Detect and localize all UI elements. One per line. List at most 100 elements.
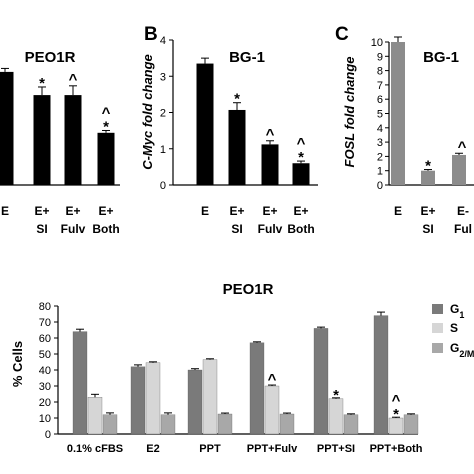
panel-d-y-tick-label: 60 xyxy=(39,333,51,345)
panel-d-bar xyxy=(87,397,103,435)
panel-a-title: PEO1R xyxy=(25,49,76,66)
panel-d-bar xyxy=(343,414,359,435)
panel-c-tick-label: E xyxy=(394,204,402,218)
panel-d-y-tick-label: 50 xyxy=(39,349,51,361)
panel-d-tick-label: 0.1% cFBS xyxy=(67,443,123,455)
panel-c-y-tick-label: 7 xyxy=(377,80,383,92)
panel-d-legend-label: G2/M xyxy=(450,341,474,359)
panel-c-y-tick-label: 3 xyxy=(377,137,383,149)
panel-d-bar xyxy=(264,385,280,435)
panel-d-y-tick-label: 10 xyxy=(39,413,51,425)
panel-d-y-tick-label: 20 xyxy=(39,397,51,409)
panel-d-bar xyxy=(328,398,344,435)
panel-d-bar xyxy=(249,342,265,435)
panel-a-tick-label: E+ xyxy=(34,204,49,218)
panel-a-mark-star: * xyxy=(103,118,109,135)
panel-d-tick-label: PPT+Both xyxy=(370,443,423,455)
panel-d-tick-label: PPT+SI xyxy=(317,443,355,455)
panel-c-y-tick-label: 5 xyxy=(377,109,383,121)
panel-b-y-tick-label: 4 xyxy=(160,35,166,47)
panel-a-tick-label: E xyxy=(1,204,9,218)
panel-b-bar xyxy=(228,109,246,185)
panel-b-tick-label: SI xyxy=(231,222,242,236)
panel-d-mark-caret: ^ xyxy=(268,371,277,388)
panel-b-tick-label: E+ xyxy=(229,204,244,218)
panel-b-y-tick-label: 2 xyxy=(160,108,166,120)
panel-c-y-tick-label: 6 xyxy=(377,94,383,106)
panel-d-bar xyxy=(313,328,329,435)
panel-b-y-tick-label: 1 xyxy=(160,144,166,156)
panel-c-bar xyxy=(421,170,435,185)
panel-d-mark-caret: ^ xyxy=(392,392,401,409)
panel-c-tick-label: E+ xyxy=(420,204,435,218)
panel-c-y-tick-label: 8 xyxy=(377,66,383,78)
panel-c-y-tick-label: 10 xyxy=(371,37,383,49)
panel-d-y-tick-label: 0 xyxy=(45,429,51,441)
panel-d-tick-label: PPT+Fulv xyxy=(247,443,298,455)
panel-b-bar xyxy=(196,63,214,185)
panel-d-mark-star: * xyxy=(393,406,399,423)
panel-d-legend-subscript: 2/M xyxy=(459,349,474,359)
panel-a-bar xyxy=(33,95,51,185)
panel-d-y-tick-label: 40 xyxy=(39,365,51,377)
panel-b-bar xyxy=(261,144,279,185)
panel-a-bar xyxy=(0,71,14,185)
panel-b-mark-caret: ^ xyxy=(297,135,306,152)
panel-b-ylabel: C-Myc fold change xyxy=(140,54,155,170)
panel-c-mark-caret: ^ xyxy=(458,138,467,155)
panel-c-y-tick-label: 0 xyxy=(377,180,383,192)
panel-d-bar xyxy=(102,414,118,435)
panel-d: PEO1R % Cells 0 10 20 30 40 50 60 70 80 0.1% cFB… xyxy=(10,281,474,455)
panel-a-mark-star: * xyxy=(39,75,45,92)
panel-b-mark-star: * xyxy=(234,91,240,108)
panel-b-mark-star: * xyxy=(298,149,304,166)
panel-b-tick-label: E xyxy=(201,204,209,218)
panel-b-title: BG-1 xyxy=(229,49,265,66)
panel-d-y-tick-label: 70 xyxy=(39,317,51,329)
panel-b: B BG-1 C-Myc fold change 0 1 2 3 4 E * E+ SI ^ E+… xyxy=(140,24,318,236)
panel-c-bar xyxy=(452,154,466,185)
panel-b-tick-label: E+ xyxy=(293,204,308,218)
panel-a-bar xyxy=(64,95,82,185)
panel-b-bar xyxy=(292,163,310,185)
panel-c-letter: C xyxy=(335,24,349,45)
panel-c: C BG-1 FOSL fold change 0 1 2 3 4 5 6 7 8 9 10 E * E… xyxy=(335,24,474,236)
panel-c-tick-label: SI xyxy=(422,222,433,236)
panel-c-title: BG-1 xyxy=(423,49,459,66)
panel-c-bar xyxy=(391,42,405,185)
panel-c-y-tick-label: 9 xyxy=(377,51,383,63)
panel-d-bar xyxy=(130,366,146,435)
panel-d-tick-label: PPT xyxy=(199,443,221,455)
panel-d-bar xyxy=(160,414,176,435)
panel-c-tick-label: Ful xyxy=(454,222,472,236)
panel-d-legend-swatch xyxy=(432,304,443,314)
panel-d-bar xyxy=(279,413,295,435)
panel-c-y-tick-label: 1 xyxy=(377,166,383,178)
panel-c-y-tick-label: 4 xyxy=(377,123,383,135)
panel-b-y-tick-label: 0 xyxy=(160,180,166,192)
panel-c-y-tick-label: 2 xyxy=(377,151,383,163)
panel-d-legend-label: S xyxy=(450,321,458,335)
panel-d-bar xyxy=(403,414,419,435)
panel-d-tick-label: E2 xyxy=(146,443,159,455)
panel-a-tick-label: Fulv xyxy=(61,222,86,236)
panel-d-legend-label: G1 xyxy=(450,302,464,320)
panel-b-tick-label: Both xyxy=(287,222,314,236)
panel-d-bar xyxy=(202,359,218,435)
panel-d-y-tick-label: 30 xyxy=(39,381,51,393)
panel-a-tick-label: E+ xyxy=(98,204,113,218)
panel-b-tick-label: E+ xyxy=(262,204,277,218)
panel-d-bar xyxy=(72,331,88,435)
panel-b-tick-label: Fulv xyxy=(258,222,283,236)
panel-c-mark-star: * xyxy=(425,158,431,175)
panel-d-legend-swatch xyxy=(432,343,443,353)
panel-d-ylabel: % Cells xyxy=(10,341,25,387)
panel-d-bar xyxy=(373,315,389,435)
panel-a-bar xyxy=(97,132,115,185)
panel-a-tick-label: E+ xyxy=(65,204,80,218)
panel-d-bar xyxy=(187,369,203,435)
panel-b-y-tick-label: 3 xyxy=(160,71,166,83)
panel-c-tick-label: E- xyxy=(457,204,469,218)
panel-b-mark-caret: ^ xyxy=(266,126,275,143)
